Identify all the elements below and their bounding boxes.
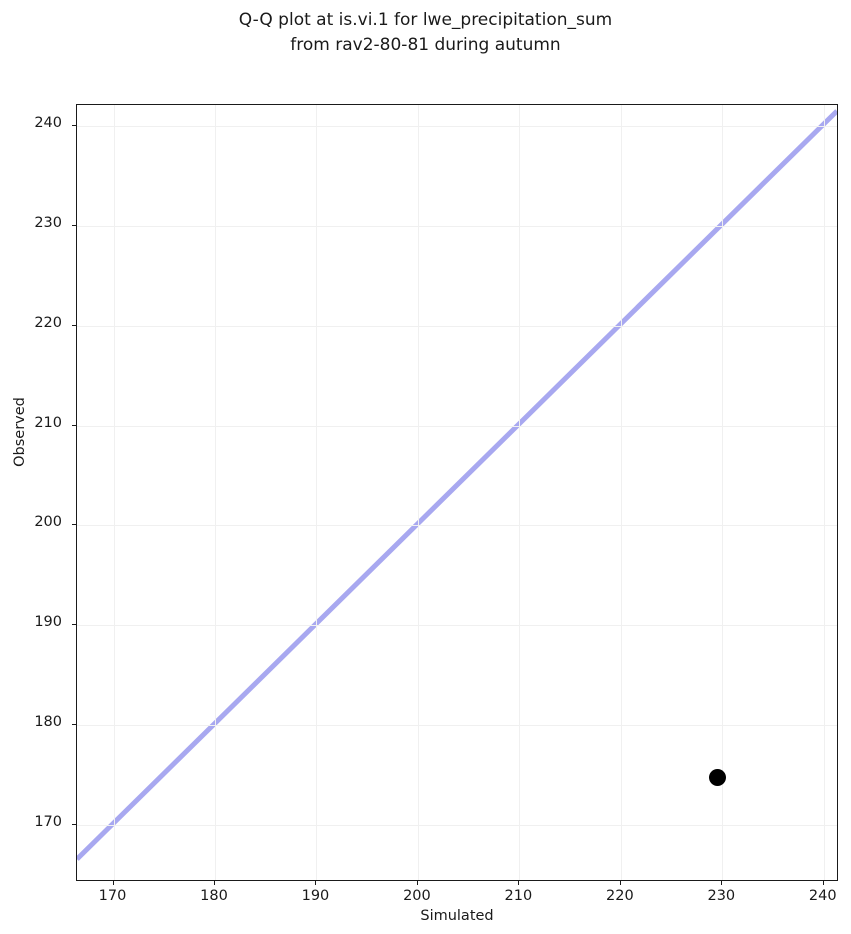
x-axis-tick [315,881,317,885]
y-axis-tick-label: 220 [34,314,62,331]
x-axis-tick [416,881,418,885]
y-axis-tick [72,824,76,826]
y-axis-tick [72,624,76,626]
x-axis-tick [822,881,824,885]
x-axis-tick-label: 170 [98,888,127,904]
x-axis-tick-label: 180 [200,888,228,904]
gridline-horizontal [77,825,837,827]
gridline-vertical [214,105,216,880]
y-axis-tick [72,724,76,726]
y-axis-tick-label: 170 [34,814,62,831]
gridline-horizontal [77,325,837,327]
y-axis-tick-label: 210 [34,414,62,431]
x-axis-tick-label: 240 [808,888,837,904]
y-axis-tick-label: 180 [34,714,62,731]
x-axis-tick-label: 230 [707,888,736,904]
gridline-vertical [722,105,724,880]
data-point [708,768,726,786]
y-axis-tick [72,224,76,226]
y-axis-tick [72,524,76,526]
gridline-horizontal [77,225,837,227]
gridline-horizontal [77,625,837,627]
y-axis-tick [72,124,76,126]
gridline-vertical [417,105,419,880]
gridline-vertical [519,105,521,880]
x-axis-tick [518,881,520,885]
gridline-vertical [316,105,318,880]
y-axis-tick [72,324,76,326]
x-axis-label: Simulated [420,908,494,924]
gridline-horizontal [77,525,837,527]
x-axis-tick-label: 210 [504,888,533,904]
chart-title: Q-Q plot at is.vi.1 for lwe_precipitatio… [238,10,613,55]
plot-area [76,104,838,881]
gridline-vertical [620,105,622,880]
x-axis-tick-label: 190 [301,888,330,904]
y-axis-tick [72,424,76,426]
y-axis-tick-label: 230 [34,214,62,231]
gridline-vertical [823,105,825,880]
gridline-horizontal [77,125,837,127]
y-axis-tick-label: 240 [34,114,62,131]
x-axis-tick [213,881,215,885]
gridline-vertical [113,105,115,880]
y-axis-tick-label: 200 [34,514,62,531]
x-axis-tick-label: 220 [606,888,634,904]
identity-reference-line [77,105,837,880]
x-axis-tick [721,881,723,885]
x-axis-tick [619,881,621,885]
gridline-horizontal [77,725,837,727]
x-axis-tick [112,881,114,885]
gridline-horizontal [77,425,837,427]
y-axis-tick-label: 190 [34,614,62,631]
x-axis-tick-label: 200 [403,888,431,904]
